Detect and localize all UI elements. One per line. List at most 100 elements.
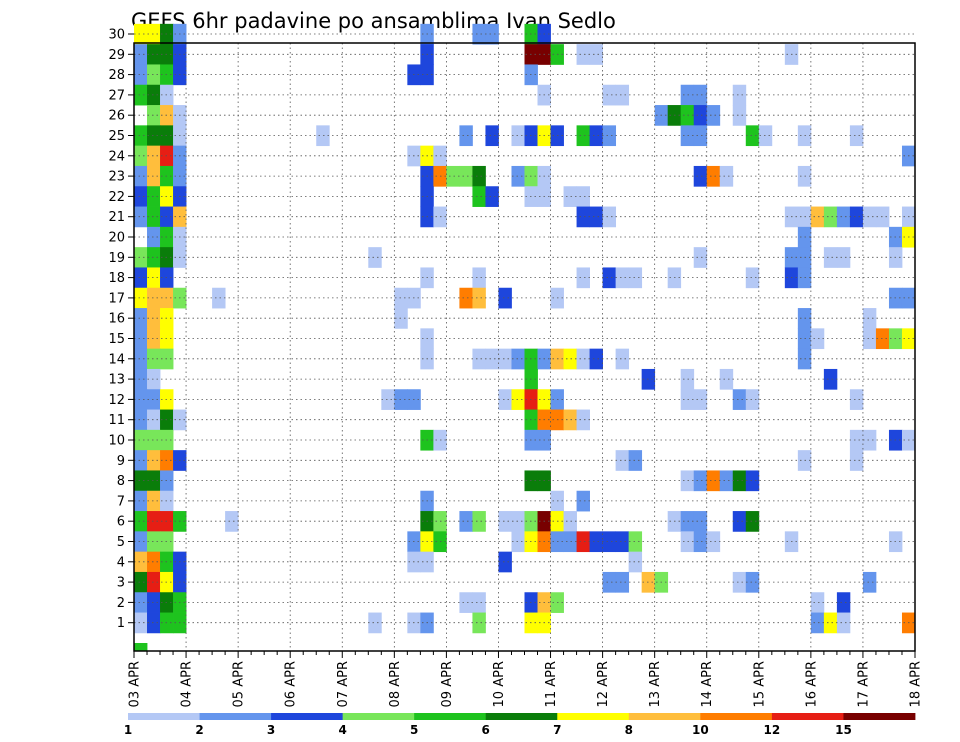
heatmap-cell bbox=[134, 612, 148, 634]
heatmap-cell bbox=[615, 348, 630, 370]
y-tick-label: 7 bbox=[117, 494, 125, 509]
heatmap-cell bbox=[147, 470, 161, 492]
heatmap-cell bbox=[576, 44, 590, 65]
heatmap-cell bbox=[147, 348, 161, 370]
colorbar-label: 3 bbox=[267, 723, 275, 737]
colorbar-swatch bbox=[700, 713, 773, 720]
heatmap-cell bbox=[680, 105, 695, 126]
x-tick-label: 04 APR bbox=[180, 661, 195, 707]
colorbar-swatch bbox=[843, 713, 916, 720]
heatmap-cell bbox=[862, 206, 877, 228]
y-tick-label: 25 bbox=[108, 129, 125, 144]
heatmap-cell bbox=[745, 125, 760, 147]
y-tick-label: 1 bbox=[117, 616, 125, 631]
x-tick-label: 09 APR bbox=[440, 661, 455, 707]
heatmap-cell bbox=[862, 429, 877, 451]
heatmap-cell bbox=[134, 389, 148, 410]
y-tick-label: 17 bbox=[108, 291, 125, 306]
heatmap-cell bbox=[147, 226, 161, 248]
heatmap-cell bbox=[134, 470, 148, 492]
heatmap-cell bbox=[225, 511, 239, 532]
heatmap-cell bbox=[706, 531, 721, 553]
heatmap-cell bbox=[849, 429, 864, 451]
heatmap-cell bbox=[680, 125, 695, 147]
y-tick-label: 6 bbox=[117, 515, 125, 530]
heatmap-cell bbox=[810, 206, 825, 228]
x-tick-label: 06 APR bbox=[284, 661, 299, 707]
heatmap-cell bbox=[147, 328, 161, 350]
heatmap-cell bbox=[576, 125, 590, 147]
heatmap-cell bbox=[446, 165, 460, 187]
y-tick-label: 21 bbox=[108, 210, 125, 225]
y-tick-label: 16 bbox=[108, 312, 125, 327]
heatmap-cell bbox=[823, 612, 838, 634]
heatmap-cell bbox=[134, 23, 148, 45]
heatmap-cell bbox=[836, 592, 851, 613]
heatmap-cell bbox=[511, 125, 525, 147]
heatmap-cell bbox=[498, 389, 512, 410]
heatmap-cell bbox=[147, 84, 161, 106]
heatmap-cell bbox=[147, 571, 161, 593]
heatmap-cell bbox=[134, 145, 148, 167]
heatmap-cell bbox=[849, 389, 864, 410]
heatmap-cell bbox=[368, 247, 382, 268]
heatmap-cell bbox=[602, 531, 617, 553]
y-axis: 1234567891011121314151617181920212223242… bbox=[108, 28, 134, 631]
heatmap-cell bbox=[862, 308, 877, 329]
colorbar-label: 8 bbox=[625, 723, 633, 737]
y-tick-label: 4 bbox=[117, 555, 125, 570]
x-tick-label: 14 APR bbox=[700, 661, 715, 707]
heatmap-cell bbox=[745, 267, 760, 289]
heatmap-cell bbox=[732, 105, 747, 126]
heatmap-cell bbox=[693, 389, 708, 410]
heatmap-cell bbox=[693, 84, 708, 106]
heatmap-cell bbox=[693, 125, 708, 147]
x-tick-label: 10 APR bbox=[492, 661, 507, 707]
y-tick-label: 22 bbox=[108, 190, 125, 205]
heatmap-cell bbox=[823, 206, 838, 228]
heatmap-cell bbox=[563, 186, 577, 207]
heatmap-cell bbox=[472, 186, 486, 207]
heatmap-cell bbox=[823, 368, 838, 390]
heatmap-cell bbox=[576, 409, 590, 431]
heatmap-cell bbox=[147, 206, 161, 228]
heatmap-cell bbox=[810, 612, 825, 634]
heatmap-cell bbox=[394, 308, 408, 329]
heatmap-cell bbox=[147, 44, 161, 65]
heatmap-cell bbox=[719, 368, 734, 390]
heatmap-cell bbox=[485, 23, 499, 45]
heatmap-cell bbox=[459, 165, 473, 187]
x-tick-label: 13 APR bbox=[648, 661, 663, 707]
heatmap-cell bbox=[680, 511, 695, 532]
heatmap-cell bbox=[134, 348, 148, 370]
heatmap-cell bbox=[472, 165, 486, 187]
heatmap-cell bbox=[316, 125, 330, 147]
heatmap-cell bbox=[732, 84, 747, 106]
heatmap-cell bbox=[147, 490, 161, 512]
heatmap-cell bbox=[511, 531, 525, 553]
heatmap-cell bbox=[576, 206, 590, 228]
heatmap-cell bbox=[745, 571, 760, 593]
heatmap-cell bbox=[498, 511, 512, 532]
x-tick-label: 15 APR bbox=[752, 661, 767, 707]
heatmap-cell bbox=[849, 450, 864, 471]
colorbar-label: 1 bbox=[124, 723, 132, 737]
heatmap-cell bbox=[134, 531, 148, 553]
heatmap-cell bbox=[134, 450, 148, 471]
heatmap-cell bbox=[147, 429, 161, 451]
heatmap-cell bbox=[511, 511, 525, 532]
heatmap-cell bbox=[706, 165, 721, 187]
colorbar-swatch bbox=[128, 713, 200, 720]
heatmap-cell bbox=[147, 389, 161, 410]
heatmap-cell bbox=[472, 348, 486, 370]
heatmap-cell bbox=[498, 348, 512, 370]
heatmap-cell bbox=[134, 186, 148, 207]
heatmap-cell bbox=[589, 531, 603, 553]
heatmap-cell bbox=[147, 145, 161, 167]
x-tick-label: 07 APR bbox=[336, 661, 351, 707]
heatmap-cell bbox=[147, 23, 161, 45]
heatmap-cell bbox=[147, 186, 161, 207]
heatmap-cell bbox=[563, 531, 577, 553]
heatmap-cell bbox=[875, 328, 890, 350]
